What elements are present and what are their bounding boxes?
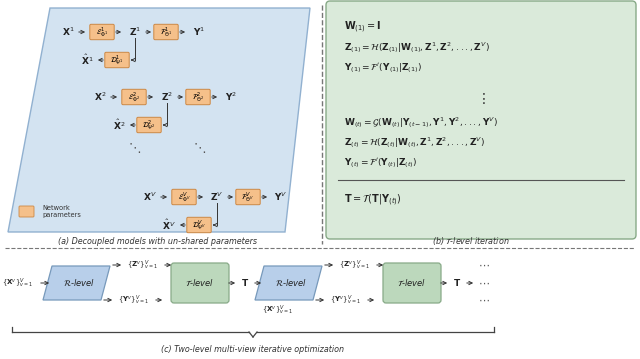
Polygon shape (8, 8, 310, 232)
Text: $\mathbf{W}_{(t)} = \mathcal{G}(\mathbf{W}_{(t)}|\mathbf{Y}_{(t-1)}, \mathbf{Y}^: $\mathbf{W}_{(t)} = \mathcal{G}(\mathbf{… (344, 115, 498, 131)
Text: $\mathbf{Y}^V$: $\mathbf{Y}^V$ (275, 191, 288, 203)
Text: $\mathcal{E}^V_{\Phi^V}$: $\mathcal{E}^V_{\Phi^V}$ (178, 190, 190, 204)
Text: $\mathbf{Z}^1$: $\mathbf{Z}^1$ (129, 26, 141, 38)
Text: $\mathbf{X}^2$: $\mathbf{X}^2$ (94, 91, 106, 103)
FancyBboxPatch shape (236, 189, 260, 205)
Text: $\mathbf{Y}^2$: $\mathbf{Y}^2$ (225, 91, 237, 103)
Text: $\hat{\mathbf{X}}^1$: $\hat{\mathbf{X}}^1$ (81, 53, 93, 67)
Text: $\mathcal{T}$-level: $\mathcal{T}$-level (186, 278, 214, 289)
Polygon shape (255, 266, 322, 300)
FancyBboxPatch shape (186, 89, 210, 105)
Text: $\hat{\mathbf{X}}^2$: $\hat{\mathbf{X}}^2$ (113, 118, 125, 132)
Text: $\vdots$: $\vdots$ (476, 90, 486, 106)
Text: $\mathcal{D}^1_{\Psi^1}$: $\mathcal{D}^1_{\Psi^1}$ (110, 53, 124, 67)
Text: $\mathbf{T} = \mathcal{T}(\mathbf{T}|\mathbf{Y}_{(t)})$: $\mathbf{T} = \mathcal{T}(\mathbf{T}|\ma… (344, 192, 402, 208)
FancyBboxPatch shape (137, 117, 161, 133)
Text: $\mathbf{Y}_{(1)} = \mathcal{F}^\prime(\mathbf{Y}_{(1)}|\mathbf{Z}_{(1)})$: $\mathbf{Y}_{(1)} = \mathcal{F}^\prime(\… (344, 61, 422, 75)
Text: $\mathbf{T}$: $\mathbf{T}$ (453, 278, 461, 289)
Text: Network
parameters: Network parameters (42, 205, 81, 218)
Text: (a) Decoupled models with un-shared parameters: (a) Decoupled models with un-shared para… (58, 237, 257, 246)
Text: $\{{\bf X}^v\}_{v=1}^V$: $\{{\bf X}^v\}_{v=1}^V$ (3, 276, 33, 290)
Text: $\mathbf{Z}^V$: $\mathbf{Z}^V$ (211, 191, 223, 203)
Text: $\ddots$: $\ddots$ (129, 141, 141, 155)
FancyBboxPatch shape (187, 217, 211, 233)
Text: $\mathbf{W}_{(1)} = \mathbf{I}$: $\mathbf{W}_{(1)} = \mathbf{I}$ (344, 19, 381, 35)
FancyBboxPatch shape (172, 189, 196, 205)
Text: $\mathcal{D}^V_{\Psi^V}$: $\mathcal{D}^V_{\Psi^V}$ (192, 218, 206, 232)
Text: $\{{\bf Y}^v\}_{v=1}^V$: $\{{\bf Y}^v\}_{v=1}^V$ (118, 293, 148, 307)
Polygon shape (43, 266, 110, 300)
Text: $\mathbf{Z}_{(t)} = \mathcal{H}(\mathbf{Z}_{(t)}|\mathbf{W}_{(t)}, \mathbf{Z}^1,: $\mathbf{Z}_{(t)} = \mathcal{H}(\mathbf{… (344, 135, 485, 150)
Text: $\mathbf{Z}_{(1)} = \mathcal{H}(\mathbf{Z}_{(1)}|\mathbf{W}_{(1)}, \mathbf{Z}^1,: $\mathbf{Z}_{(1)} = \mathcal{H}(\mathbf{… (344, 41, 490, 56)
Text: $\{{\bf Z}^v\}_{v=1}^V$: $\{{\bf Z}^v\}_{v=1}^V$ (127, 258, 157, 272)
Text: $\{{\bf X}^v\}_{v=1}^V$: $\{{\bf X}^v\}_{v=1}^V$ (262, 303, 294, 317)
FancyBboxPatch shape (326, 1, 636, 239)
Text: $\mathbf{X}^V$: $\mathbf{X}^V$ (143, 191, 157, 203)
Text: $\mathcal{R}$-level: $\mathcal{R}$-level (63, 278, 95, 289)
Text: $\mathcal{F}^V_{\Theta^V}$: $\mathcal{F}^V_{\Theta^V}$ (241, 190, 255, 204)
Text: $\mathcal{E}^2_{\Phi^2}$: $\mathcal{E}^2_{\Phi^2}$ (128, 90, 140, 104)
Text: $\{{\bf Y}^v\}_{v=1}^V$: $\{{\bf Y}^v\}_{v=1}^V$ (330, 293, 360, 307)
Text: $\{{\bf Z}^v\}_{v=1}^V$: $\{{\bf Z}^v\}_{v=1}^V$ (339, 258, 369, 272)
Text: $\ddots$: $\ddots$ (193, 141, 207, 155)
Text: $\mathbf{Y}^1$: $\mathbf{Y}^1$ (193, 26, 205, 38)
Text: $\mathbf{X}^1$: $\mathbf{X}^1$ (61, 26, 74, 38)
FancyBboxPatch shape (171, 263, 229, 303)
Text: (b) $\mathcal{T}$-level iteration: (b) $\mathcal{T}$-level iteration (432, 235, 510, 247)
Text: $\cdots$: $\cdots$ (478, 295, 490, 305)
Text: $\mathbf{Z}^2$: $\mathbf{Z}^2$ (161, 91, 173, 103)
Text: $\hat{\mathbf{X}}^V$: $\hat{\mathbf{X}}^V$ (162, 218, 176, 232)
Text: $\mathbf{T}$: $\mathbf{T}$ (241, 278, 249, 289)
FancyBboxPatch shape (19, 206, 34, 217)
Text: $\mathcal{F}^1_{\Theta^1}$: $\mathcal{F}^1_{\Theta^1}$ (159, 25, 172, 39)
Text: $\mathcal{F}^2_{\Theta^2}$: $\mathcal{F}^2_{\Theta^2}$ (191, 90, 204, 104)
FancyBboxPatch shape (383, 263, 441, 303)
Text: $\mathcal{D}^2_{\Psi^2}$: $\mathcal{D}^2_{\Psi^2}$ (142, 118, 156, 132)
Text: $\mathcal{R}$-level: $\mathcal{R}$-level (275, 278, 307, 289)
Text: $\mathcal{E}^1_{\Phi^1}$: $\mathcal{E}^1_{\Phi^1}$ (96, 25, 108, 39)
Text: $\cdots$: $\cdots$ (478, 260, 490, 270)
Text: $\mathbf{Y}_{(t)} = \mathcal{F}^\prime(\mathbf{Y}_{(t)}|\mathbf{Z}_{(t)})$: $\mathbf{Y}_{(t)} = \mathcal{F}^\prime(\… (344, 156, 417, 170)
FancyBboxPatch shape (90, 24, 114, 40)
FancyBboxPatch shape (105, 52, 129, 68)
Text: $\cdots$: $\cdots$ (478, 278, 490, 288)
FancyBboxPatch shape (122, 89, 146, 105)
Text: (c) Two-level multi-view iterative optimization: (c) Two-level multi-view iterative optim… (161, 345, 344, 354)
Text: $\mathcal{T}$-level: $\mathcal{T}$-level (397, 278, 427, 289)
FancyBboxPatch shape (154, 24, 178, 40)
